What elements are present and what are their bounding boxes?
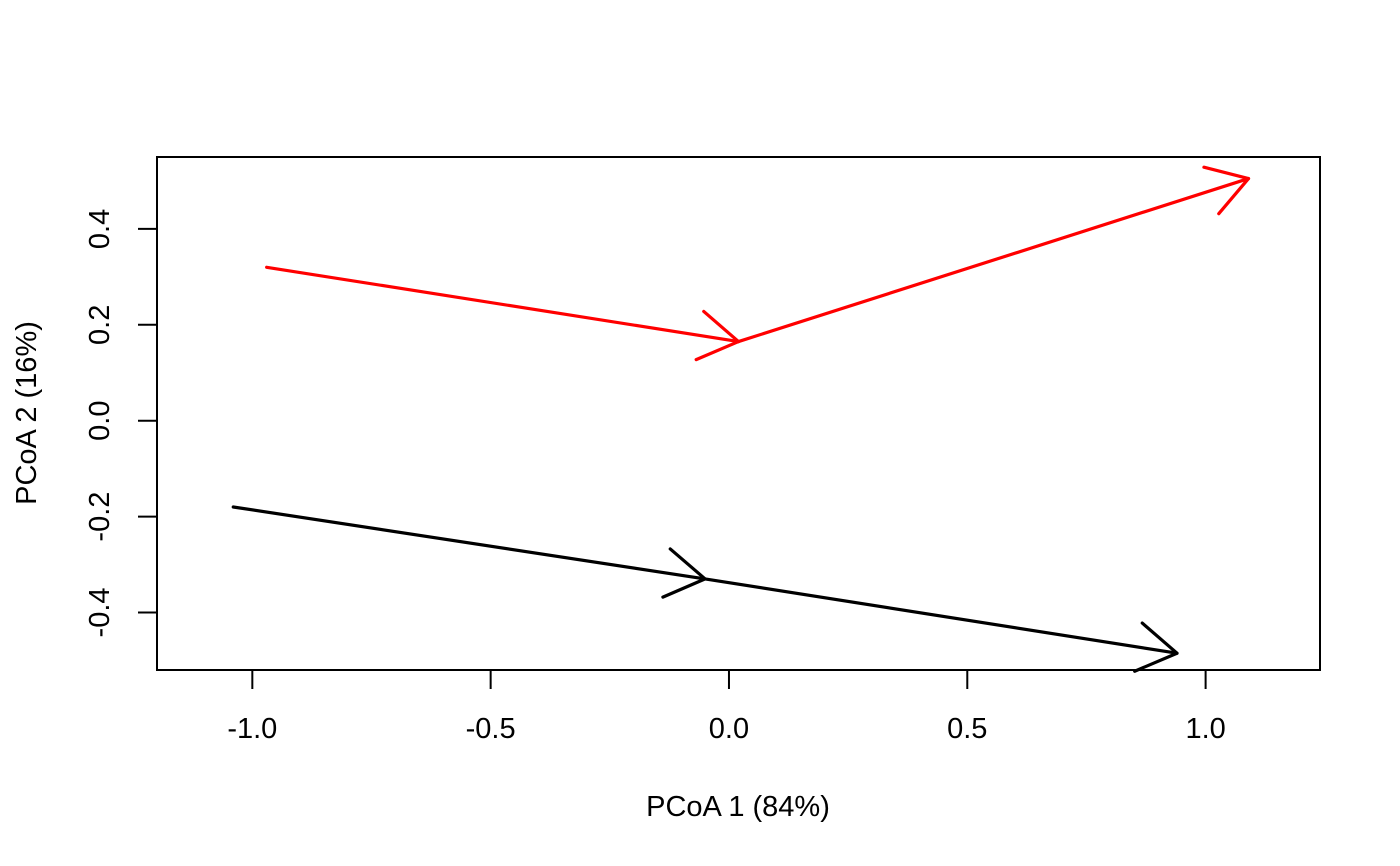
arrow-shaft [736,176,1251,344]
y-tick-label: 0.4 [84,209,116,249]
x-tick-label: -1.0 [227,713,277,745]
x-axis-title: PCoA 1 (84%) [646,791,830,823]
arrow-head [1133,621,1179,673]
arrow-head [1202,165,1251,216]
x-axis: -1.0 -0.5 0.0 0.5 1.0 [227,669,1226,745]
y-tick-label: 0.0 [84,401,116,441]
arrow-shaft [231,505,707,581]
x-tick-label: -0.5 [466,713,516,745]
y-axis-title: PCoA 2 (16%) [11,321,43,505]
series-1 [265,165,1251,362]
y-tick-label: -0.2 [84,492,116,542]
plot-frame [156,156,1321,671]
series-layer [231,165,1251,673]
series-2 [231,505,1179,673]
x-tick-label: 0.5 [947,713,987,745]
arrow-shaft [265,265,741,344]
x-tick-label: 0.0 [709,713,749,745]
arrow-shaft [703,577,1179,655]
y-tick-label: 0.2 [84,305,116,345]
x-tick-label: 1.0 [1185,713,1225,745]
y-tick-label: -0.4 [84,587,116,637]
y-axis: -0.4 -0.2 0.0 0.2 0.4 [84,209,158,637]
